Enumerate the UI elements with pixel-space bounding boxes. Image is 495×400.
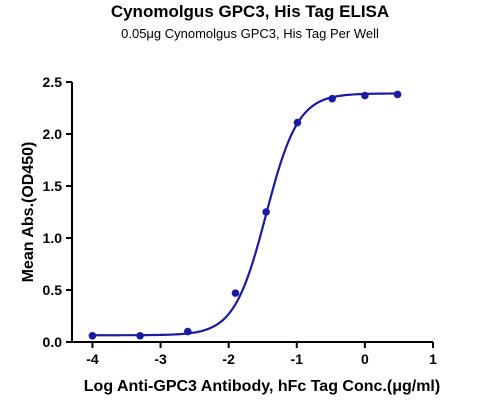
data-point xyxy=(361,91,369,100)
y-tick-label: 1.0 xyxy=(43,230,63,246)
chart-title: Cynomolgus GPC3, His Tag ELISA xyxy=(111,2,389,21)
data-point xyxy=(393,90,402,99)
x-axis-label: Log Anti-GPC3 Antibody, hFc Tag Conc.(μg… xyxy=(84,378,440,395)
fit-curve-layer xyxy=(92,92,398,337)
x-tick-label: -1 xyxy=(291,351,304,367)
data-point xyxy=(293,118,302,127)
x-tick-label: 0 xyxy=(361,351,369,367)
y-tick-label: 2.5 xyxy=(43,74,63,90)
y-tick-label: 0.0 xyxy=(43,334,63,350)
fit-curve xyxy=(92,92,398,337)
y-tick-label: 0.5 xyxy=(43,282,63,298)
y-axis: 0.0 0.5 1.0 1.5 2.0 2.5 xyxy=(43,74,73,350)
data-point xyxy=(231,289,240,297)
data-point xyxy=(183,327,192,336)
x-tick-label: -4 xyxy=(86,351,99,367)
y-tick-label: 2.0 xyxy=(43,126,63,142)
data-point xyxy=(88,331,97,340)
x-tick-label: 1 xyxy=(429,351,437,367)
chart-subtitle: 0.05μg Cynomolgus GPC3, His Tag Per Well xyxy=(121,26,379,41)
x-tick-label: -2 xyxy=(222,351,235,367)
x-tick-label: -3 xyxy=(154,351,167,367)
data-points xyxy=(88,90,402,340)
data-point xyxy=(328,94,336,103)
y-tick-label: 1.5 xyxy=(43,178,63,194)
x-axis: -4 -3 -2 -1 0 1 xyxy=(72,341,437,367)
data-point xyxy=(262,208,270,216)
data-point xyxy=(136,331,144,340)
plot-area: 0.0 0.5 1.0 1.5 2.0 2.5 -4 -3 -2 -1 0 1 xyxy=(43,74,438,367)
y-axis-label: Mean Abs.(OD450) xyxy=(20,142,37,283)
